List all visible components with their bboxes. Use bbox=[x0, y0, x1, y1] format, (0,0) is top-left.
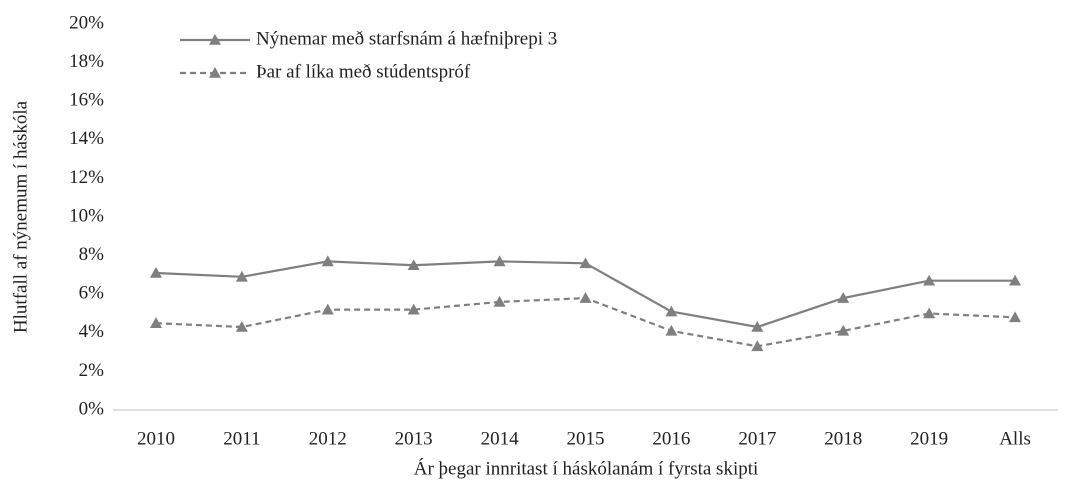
marker bbox=[493, 255, 506, 267]
y-tick-label: 10% bbox=[69, 205, 104, 226]
marker bbox=[923, 274, 936, 286]
x-tick-label: 2012 bbox=[309, 428, 347, 449]
legend-label: Nýnemar með starfsnám á hæfniþrepi 3 bbox=[256, 28, 557, 49]
x-axis-label: Ár þegar innritast í háskólanám í fyrsta… bbox=[414, 457, 759, 479]
y-tick-label: 18% bbox=[69, 51, 104, 72]
x-tick-label: 2016 bbox=[652, 428, 690, 449]
y-tick-label: 0% bbox=[79, 398, 105, 419]
marker bbox=[1009, 274, 1022, 286]
y-tick-label: 20% bbox=[69, 12, 104, 33]
marker bbox=[923, 307, 936, 319]
marker bbox=[579, 292, 592, 303]
x-tick-label: 2010 bbox=[137, 428, 175, 449]
marker bbox=[751, 321, 764, 332]
legend-marker bbox=[209, 34, 221, 45]
y-tick-label: 12% bbox=[69, 167, 104, 188]
marker bbox=[235, 321, 248, 332]
marker bbox=[321, 255, 334, 267]
y-tick-label: 8% bbox=[79, 244, 105, 265]
y-tick-label: 14% bbox=[69, 128, 104, 149]
x-tick-label: 2017 bbox=[738, 428, 776, 449]
marker bbox=[1009, 311, 1022, 323]
marker bbox=[665, 324, 678, 336]
marker bbox=[751, 340, 764, 352]
x-tick-label: Alls bbox=[999, 428, 1031, 449]
marker bbox=[665, 305, 678, 317]
x-tick-label: 2011 bbox=[223, 428, 260, 449]
y-axis-label: Hlutfall af nýnemum í háskóla bbox=[10, 100, 31, 333]
legend-marker bbox=[209, 67, 221, 78]
marker bbox=[149, 317, 162, 328]
x-tick-label: 2019 bbox=[910, 428, 948, 449]
marker bbox=[321, 303, 334, 315]
marker bbox=[579, 257, 592, 269]
marker bbox=[837, 324, 850, 336]
y-tick-label: 2% bbox=[79, 360, 105, 381]
x-tick-label: 2018 bbox=[824, 428, 862, 449]
x-tick-label: 2014 bbox=[481, 428, 520, 449]
legend-label: Þar af líka með stúdentspróf bbox=[256, 61, 471, 82]
y-tick-label: 16% bbox=[69, 90, 104, 111]
marker bbox=[407, 259, 420, 271]
marker bbox=[493, 295, 506, 307]
x-tick-label: 2013 bbox=[395, 428, 433, 449]
y-tick-label: 4% bbox=[79, 321, 105, 342]
marker bbox=[235, 270, 248, 282]
x-tick-label: 2015 bbox=[567, 428, 605, 449]
marker bbox=[407, 303, 420, 315]
y-tick-label: 6% bbox=[79, 283, 105, 304]
marker bbox=[837, 292, 850, 303]
series-line bbox=[155, 296, 1016, 348]
marker bbox=[149, 266, 162, 278]
